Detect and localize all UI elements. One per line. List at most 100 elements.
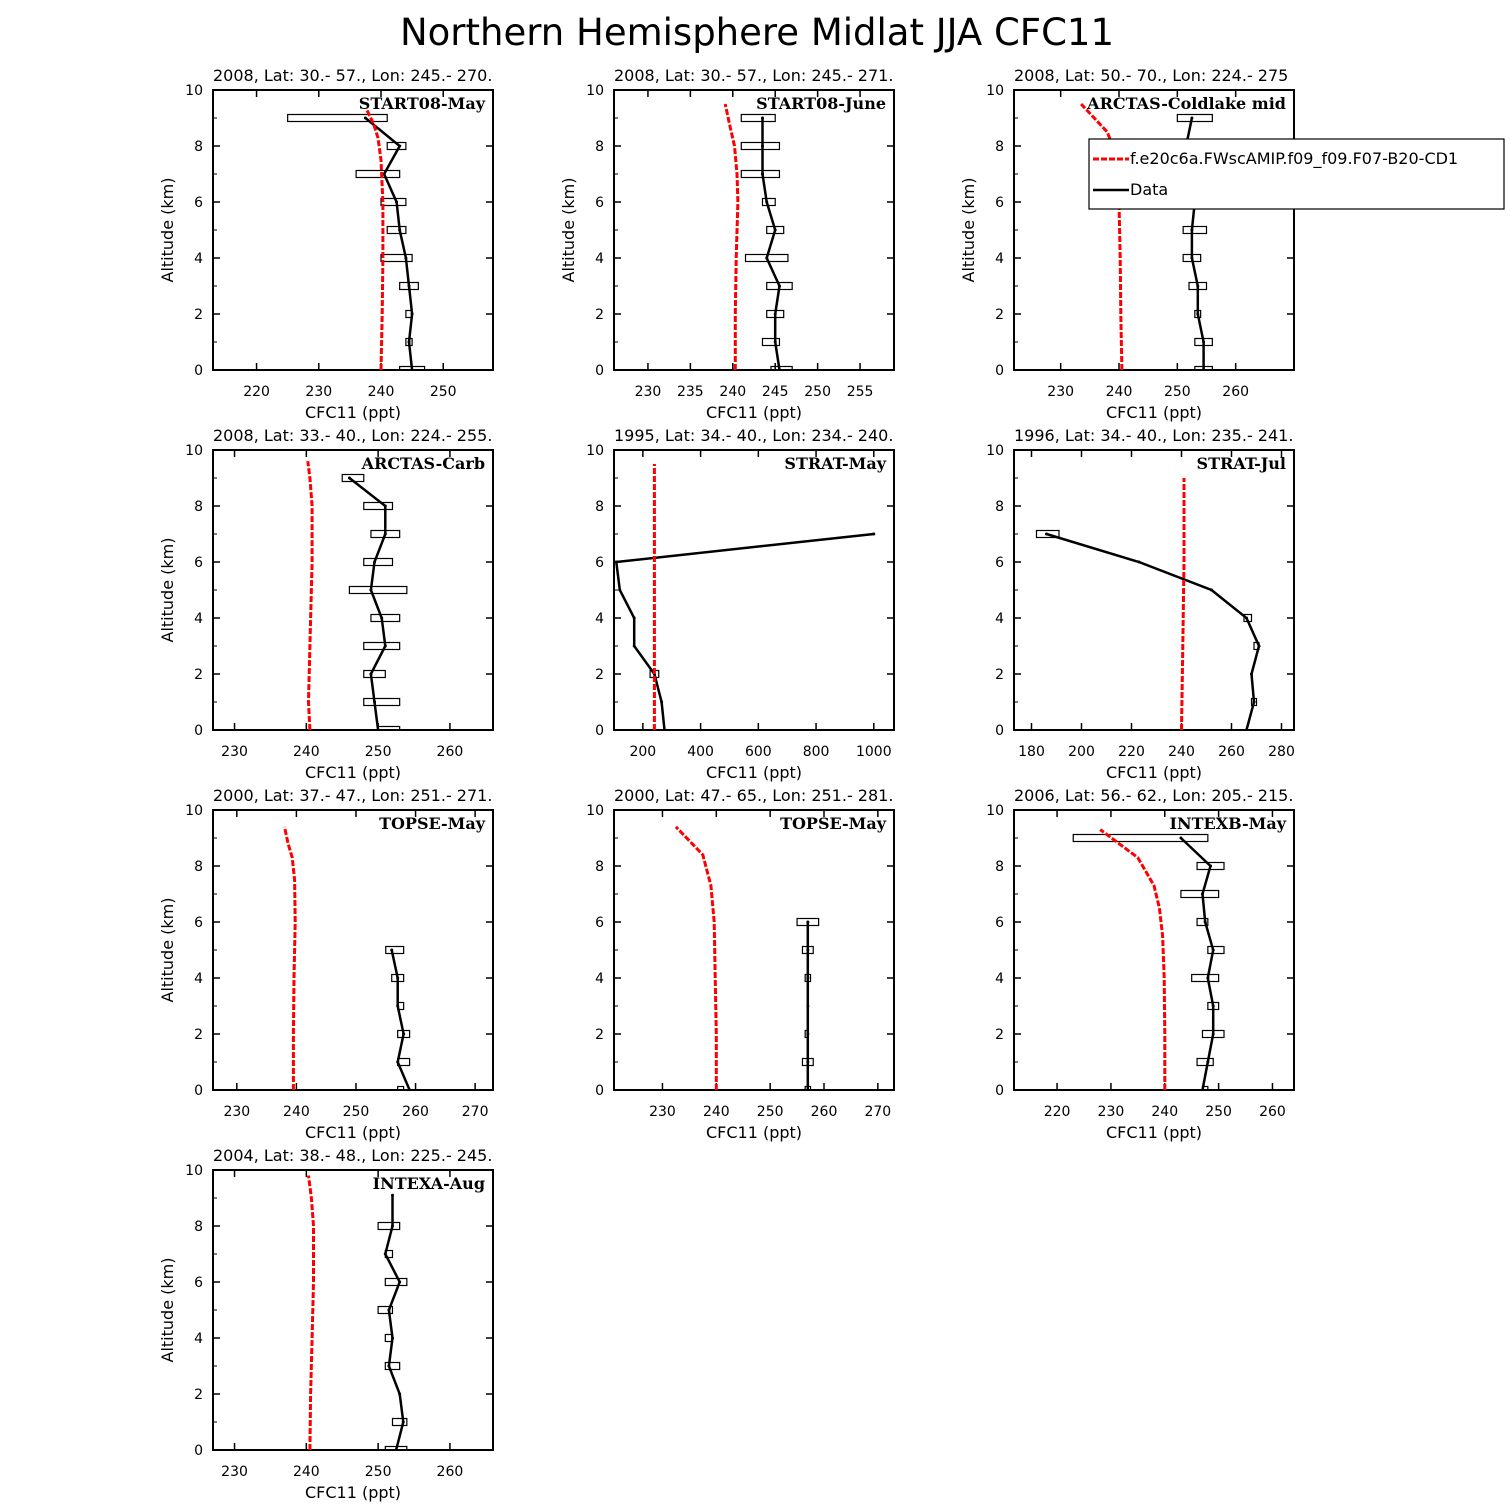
data-range-bar xyxy=(1191,973,1220,983)
y-axis-label: Altitude (km) xyxy=(959,178,978,283)
panel-8: 2000, Lat: 47.- 65., Lon: 251.- 281. 0 2 4 6… xyxy=(586,786,895,1142)
x-tick-label: 250 xyxy=(1205,1104,1232,1120)
x-tick-label: 180 xyxy=(1018,744,1045,760)
y-tick-label: 10 xyxy=(586,83,604,99)
data-point xyxy=(398,1280,402,1284)
panel-subtitle: 1995, Lat: 34.- 40., Lon: 234.- 240. xyxy=(614,426,893,445)
panel-5: 1995, Lat: 34.- 40., Lon: 234.- 240. 0 2 4 6… xyxy=(586,426,895,782)
data-point xyxy=(1245,616,1248,620)
y-tick-label: 10 xyxy=(986,803,1004,819)
campaign-label: STRAT-Jul xyxy=(1197,454,1286,473)
data-point xyxy=(380,616,384,620)
x-tick-label: 400 xyxy=(687,744,714,760)
x-tick-label: 800 xyxy=(803,744,830,760)
y-tick-label: 8 xyxy=(595,139,604,155)
data-point xyxy=(363,116,367,120)
y-tick-label: 10 xyxy=(185,1163,203,1179)
y-tick-label: 0 xyxy=(995,363,1004,379)
plot-frame xyxy=(613,449,895,731)
data-point xyxy=(410,368,414,370)
y-tick-label: 6 xyxy=(995,915,1004,931)
data-series-line xyxy=(364,117,414,370)
data-range-bar xyxy=(384,1361,401,1371)
data-range-bar xyxy=(377,725,401,730)
x-tick-label: 240 xyxy=(1151,1104,1178,1120)
x-tick-label: 230 xyxy=(305,384,332,400)
y-tick-label: 4 xyxy=(595,971,604,987)
x-axis-label: CFC11 (ppt) xyxy=(706,763,802,782)
campaign-label: TOPSE-May xyxy=(379,814,486,833)
data-point xyxy=(806,976,810,980)
plot-area xyxy=(723,103,793,370)
data-point xyxy=(383,644,387,648)
y-tick-label: 0 xyxy=(194,1443,203,1459)
panel-subtitle: 1996, Lat: 34.- 40., Lon: 235.- 241. xyxy=(1014,426,1293,445)
data-range-bar xyxy=(377,1221,401,1231)
x-tick-label: 240 xyxy=(293,1464,320,1480)
x-tick-label: 245 xyxy=(762,384,789,400)
data-point xyxy=(1257,644,1261,648)
panel-subtitle: 2008, Lat: 33.- 40., Lon: 224.- 255. xyxy=(213,426,492,445)
data-point xyxy=(1200,1088,1204,1090)
y-tick-label: 2 xyxy=(194,667,203,683)
y-tick-label: 2 xyxy=(995,307,1004,323)
data-range-bar xyxy=(348,585,408,595)
campaign-label: STRAT-May xyxy=(784,454,886,473)
data-point xyxy=(806,920,810,924)
x-tick-label: 230 xyxy=(221,744,248,760)
y-tick-label: 0 xyxy=(194,723,203,739)
data-range-bar xyxy=(386,225,407,235)
data-range-bar xyxy=(740,113,776,123)
y-tick-label: 2 xyxy=(595,667,604,683)
data-point xyxy=(408,1088,412,1090)
plot-frame xyxy=(613,809,895,1091)
data-point xyxy=(390,1336,394,1340)
data-range-bar xyxy=(385,945,405,955)
x-tick-label: 240 xyxy=(719,384,746,400)
y-tick-label: 4 xyxy=(995,971,1004,987)
data-point xyxy=(806,1004,810,1008)
x-tick-label: 240 xyxy=(283,1104,310,1120)
y-tick-label: 4 xyxy=(595,611,604,627)
x-tick-label: 260 xyxy=(1259,1104,1286,1120)
y-tick-label: 8 xyxy=(995,139,1004,155)
plot-frame xyxy=(613,89,895,371)
data-point xyxy=(396,1060,400,1064)
y-tick-label: 8 xyxy=(595,499,604,515)
data-point xyxy=(387,1308,391,1312)
data-point xyxy=(618,588,622,592)
x-tick-label: 220 xyxy=(1044,1104,1071,1120)
model-series-line xyxy=(365,108,385,370)
data-point xyxy=(663,728,667,730)
x-axis-label: CFC11 (ppt) xyxy=(1106,1123,1202,1142)
x-tick-label: 220 xyxy=(1118,744,1145,760)
y-tick-label: 6 xyxy=(595,195,604,211)
data-point xyxy=(773,228,777,232)
data-point xyxy=(373,700,377,704)
data-point xyxy=(632,616,636,620)
x-tick-label: 250 xyxy=(757,1104,784,1120)
x-tick-label: 230 xyxy=(223,1104,250,1120)
plot-frame xyxy=(1013,89,1295,371)
data-point xyxy=(632,644,636,648)
y-tick-label: 0 xyxy=(595,363,604,379)
y-tick-label: 2 xyxy=(194,1027,203,1043)
y-tick-label: 6 xyxy=(194,195,203,211)
legend-box xyxy=(1088,138,1505,210)
data-point xyxy=(1245,728,1248,730)
y-tick-label: 2 xyxy=(995,1027,1004,1043)
data-point xyxy=(398,1392,402,1396)
x-axis-label: CFC11 (ppt) xyxy=(1106,403,1202,422)
data-point xyxy=(1210,588,1213,592)
data-series-line xyxy=(383,1195,405,1450)
x-axis-label: CFC11 (ppt) xyxy=(706,403,802,422)
x-tick-label: 230 xyxy=(1098,1104,1125,1120)
plot-area xyxy=(283,826,412,1090)
y-tick-label: 8 xyxy=(194,859,203,875)
legend-model-label: f.e20c6a.FWscAMIP.f09_f09.F07-B20-CD1 xyxy=(1130,149,1458,169)
y-tick-label: 10 xyxy=(986,83,1004,99)
data-range-bar xyxy=(761,197,776,207)
model-series-line xyxy=(1099,828,1167,1090)
campaign-label: INTEXA-Aug xyxy=(373,1174,485,1193)
